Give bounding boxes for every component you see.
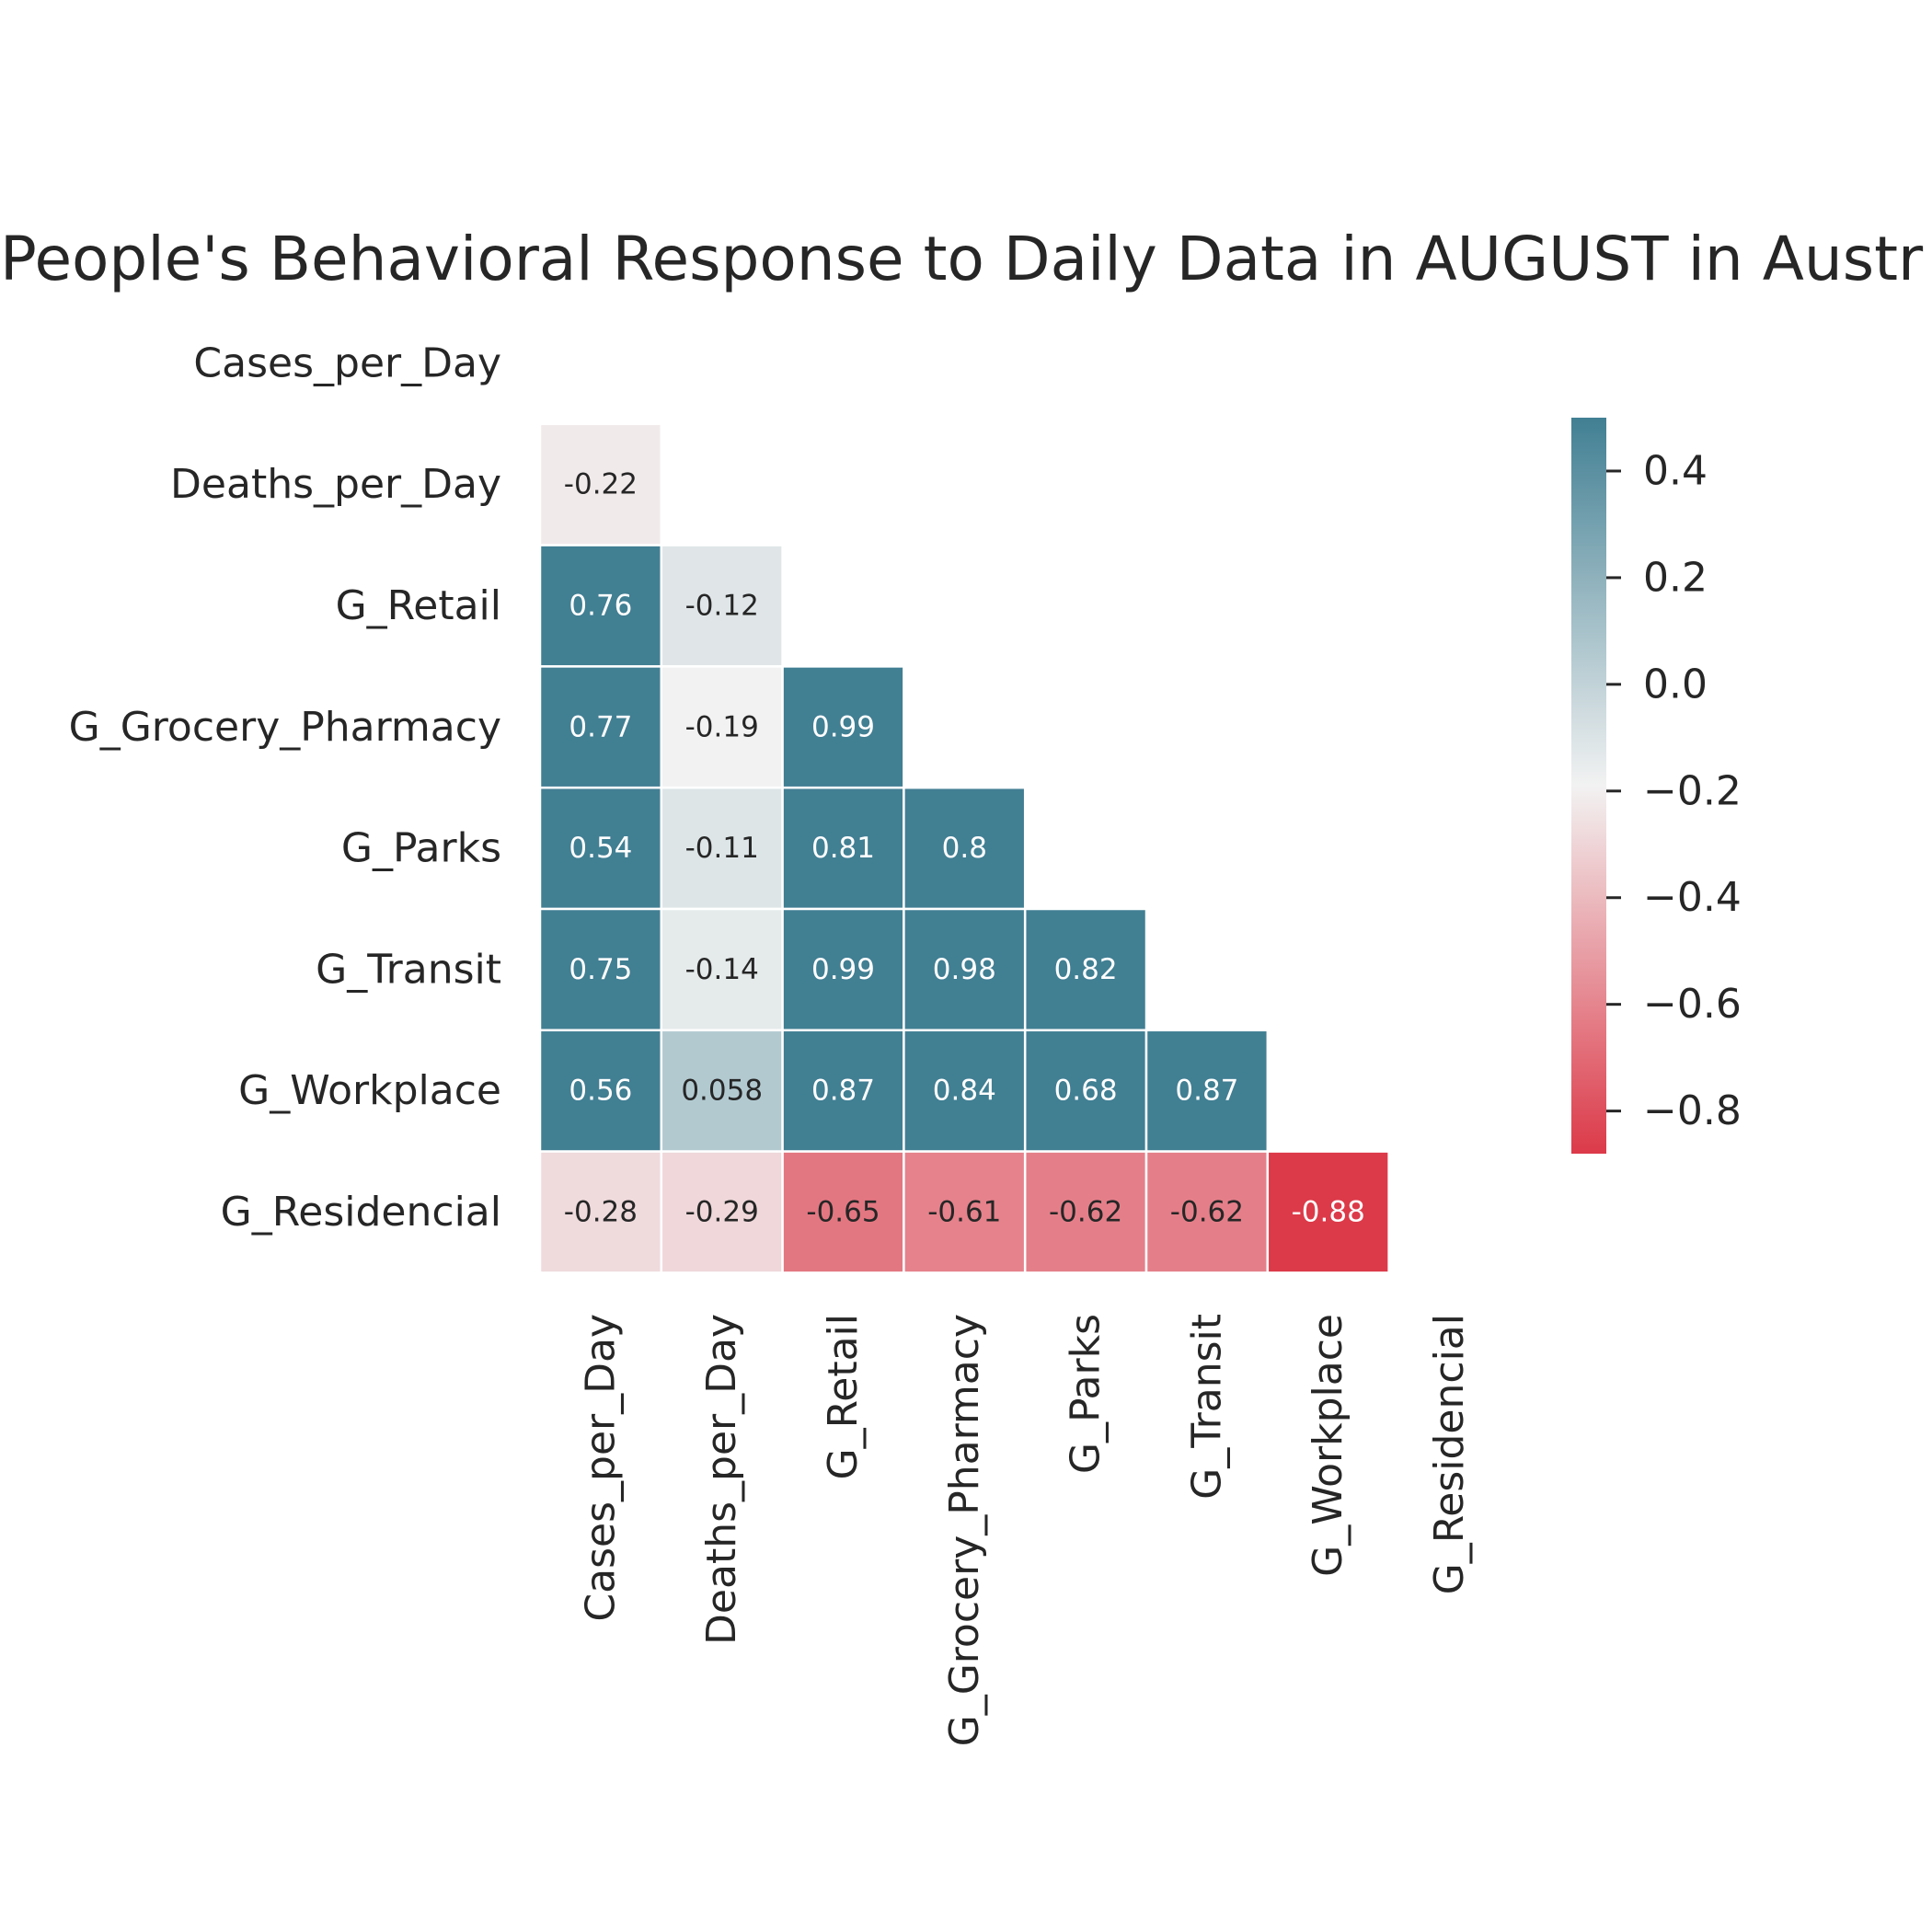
cell-value-label: -0.14 [685,953,759,986]
x-axis-tick-labels: Cases_per_Day Deaths_per_Day G_Retail G_Gro… [577,1314,1473,1746]
cell-value-label: 0.76 [569,590,632,623]
cell-value-label: 0.77 [569,710,632,743]
chart-title: People's Behavioral Response to Daily Da… [0,224,1924,294]
cell-value-label: 0.81 [811,832,875,865]
heatmap-cell [1144,1029,1270,1153]
heatmap-cell [538,1029,663,1153]
x-tick-label: G_Workplace [1305,1314,1351,1577]
heatmap-cell [660,1029,784,1153]
heatmap-cell [903,1029,1027,1153]
y-axis-tick-labels: Cases_per_Day Deaths_per_Day G_Retail G_Gro… [69,339,501,1236]
cell-value-label: -0.65 [806,1196,880,1229]
x-tick-label: Cases_per_Day [577,1314,624,1622]
y-tick-label: G_Residencial [221,1189,501,1236]
cell-value-label: -0.12 [685,590,759,623]
cell-value-label: 0.56 [569,1075,632,1108]
heatmap-cell [781,1029,905,1153]
y-tick-label: Deaths_per_Day [170,461,501,508]
heatmap-cell [903,907,1027,1032]
colorbar-tick-label: −0.4 [1643,874,1742,921]
cell-value-label: -0.19 [685,710,759,743]
heatmap-cell [1023,1029,1148,1153]
colorbar: 0.4 0.2 0.0 −0.2 −0.4 −0.6 −0.8 [1571,418,1742,1154]
cell-value-label: -0.61 [927,1196,1001,1229]
cell-value-label: 0.058 [681,1075,763,1108]
cell-value-label: -0.88 [1292,1196,1365,1229]
cell-value-label: -0.11 [685,832,759,865]
heatmap-cells: -0.22 0.76 -0.12 0.77 -0.19 0.99 0.54 -0.11 0.81… [538,422,1390,1274]
cell-value-label: 0.84 [933,1075,996,1108]
colorbar-tick-label: −0.2 [1643,767,1742,814]
x-tick-label: G_Retail [820,1314,867,1479]
cell-value-label: 0.98 [933,953,996,986]
cell-value-label: 0.82 [1054,953,1118,986]
heatmap-cell [660,544,784,668]
heatmap-cell [538,422,663,546]
colorbar-tick-label: −0.8 [1643,1087,1742,1134]
colorbar-tick-label: 0.2 [1643,554,1708,601]
heatmap-cell [538,1150,663,1274]
cell-value-label: 0.99 [811,710,875,743]
colorbar-tick-label: 0.0 [1643,661,1708,707]
cell-value-label: 0.99 [811,953,875,986]
heatmap-cell [660,907,784,1032]
cell-value-label: -0.62 [1170,1196,1244,1229]
heatmap-cell [1144,1150,1270,1274]
x-tick-label: Deaths_per_Day [698,1314,745,1645]
colorbar-tick-label: −0.6 [1643,981,1742,1028]
cell-value-label: -0.62 [1049,1196,1122,1229]
heatmap-cell [1266,1150,1390,1274]
y-tick-label: G_Grocery_Pharmacy [69,704,501,751]
cell-value-label: 0.87 [1175,1075,1238,1108]
y-tick-label: Cases_per_Day [193,339,501,386]
heatmap-cell [903,1150,1027,1274]
colorbar-gradient [1571,418,1606,1154]
x-tick-label: G_Parks [1063,1314,1110,1474]
y-tick-label: G_Workplace [238,1067,501,1114]
y-tick-label: G_Retail [336,582,501,629]
heatmap-cell [660,1150,784,1274]
cell-value-label: 0.54 [569,832,632,865]
colorbar-tick-label: 0.4 [1643,447,1708,494]
cell-value-label: 0.8 [942,832,987,865]
cell-value-label: -0.28 [564,1196,638,1229]
cell-value-label: -0.22 [564,468,638,501]
heatmap-cell [538,544,663,668]
y-tick-label: G_Parks [341,825,501,872]
cell-value-label: 0.75 [569,953,632,986]
x-tick-label: G_Grocery_Pharmacy [941,1314,988,1746]
heatmap-cell [660,786,784,911]
cell-value-label: -0.29 [685,1196,759,1229]
heatmap-cell [781,665,905,789]
cell-value-label: 0.68 [1054,1075,1118,1108]
y-tick-label: G_Transit [316,946,501,993]
heatmap-cell [903,786,1027,911]
x-tick-label: G_Residencial [1426,1314,1473,1594]
cell-value-label: 0.87 [811,1075,875,1108]
x-tick-label: G_Transit [1183,1314,1230,1500]
